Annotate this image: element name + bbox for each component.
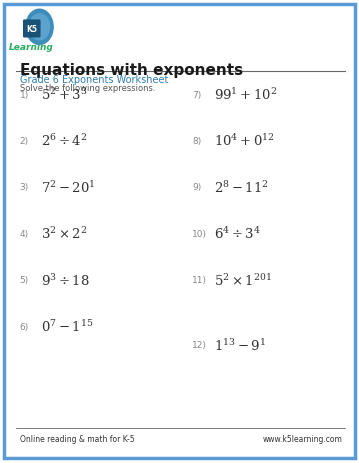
Text: $9^3 \div 18$: $9^3 \div 18$ xyxy=(41,272,90,288)
Text: $99^1 + 10^2$: $99^1 + 10^2$ xyxy=(214,87,277,103)
Text: $3^2 \times 2^2$: $3^2 \times 2^2$ xyxy=(41,226,88,242)
Text: $1^{13} - 9^1$: $1^{13} - 9^1$ xyxy=(214,337,266,353)
Text: 3): 3) xyxy=(20,183,29,192)
Text: $10^4 + 0^{12}$: $10^4 + 0^{12}$ xyxy=(214,133,275,149)
Text: Learning: Learning xyxy=(9,43,54,52)
Text: $6^4 \div 3^4$: $6^4 \div 3^4$ xyxy=(214,226,261,242)
Text: 2): 2) xyxy=(20,137,29,146)
Text: 6): 6) xyxy=(20,322,29,331)
Text: $2^8 - 11^2$: $2^8 - 11^2$ xyxy=(214,180,269,195)
Text: www.k5learning.com: www.k5learning.com xyxy=(263,434,343,443)
Text: Grade 6 Exponents Worksheet: Grade 6 Exponents Worksheet xyxy=(20,75,168,85)
Text: $2^6 \div 4^2$: $2^6 \div 4^2$ xyxy=(41,133,88,149)
Text: $0^7 - 1^{15}$: $0^7 - 1^{15}$ xyxy=(41,319,94,334)
Text: K5: K5 xyxy=(26,25,37,34)
Text: Equations with exponents: Equations with exponents xyxy=(20,63,243,77)
Text: Solve the following expressions.: Solve the following expressions. xyxy=(20,84,155,93)
Text: 7): 7) xyxy=(192,90,201,100)
Text: $5^2 + 3^3$: $5^2 + 3^3$ xyxy=(41,87,88,103)
Text: $5^2 \times 1^{201}$: $5^2 \times 1^{201}$ xyxy=(214,272,271,288)
Text: 4): 4) xyxy=(20,229,29,238)
Text: Online reading & math for K-5: Online reading & math for K-5 xyxy=(20,434,134,443)
Text: 10): 10) xyxy=(192,229,207,238)
Text: 5): 5) xyxy=(20,275,29,285)
Text: 9): 9) xyxy=(192,183,201,192)
Text: 1): 1) xyxy=(20,90,29,100)
FancyBboxPatch shape xyxy=(23,20,41,38)
FancyBboxPatch shape xyxy=(4,5,355,458)
Text: $7^2 - 20^1$: $7^2 - 20^1$ xyxy=(41,180,96,195)
Text: 11): 11) xyxy=(192,275,207,285)
Text: 12): 12) xyxy=(192,340,207,350)
Text: 8): 8) xyxy=(192,137,201,146)
Circle shape xyxy=(29,15,50,41)
Circle shape xyxy=(26,10,53,45)
